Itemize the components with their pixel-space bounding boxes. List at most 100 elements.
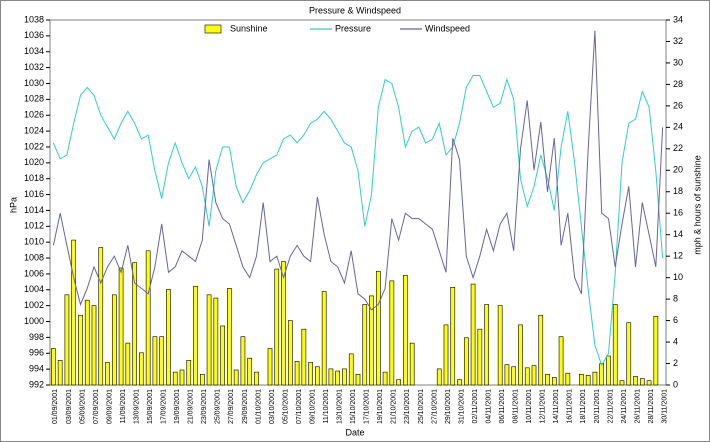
bar	[206, 294, 212, 386]
bar	[375, 270, 381, 386]
bar	[172, 371, 178, 386]
x-tick-label: 02/11/2001	[472, 389, 479, 424]
legend-label: Pressure	[335, 23, 371, 33]
bar	[653, 315, 659, 386]
bar	[78, 314, 83, 386]
x-axis-label: Date	[345, 427, 364, 437]
y-tick-label: 992	[29, 379, 44, 389]
y2-tick-label: 14	[673, 229, 683, 239]
y2-tick-label: 32	[673, 36, 683, 46]
x-tick-label: 03/09/2001	[66, 389, 73, 424]
bar	[457, 379, 462, 386]
bar	[105, 362, 110, 386]
bar	[518, 324, 523, 386]
x-tick-label: 10/11/2001	[526, 389, 533, 424]
legend-swatch	[204, 24, 222, 34]
y-tick-label: 1038	[24, 14, 44, 24]
y-tick-label: 1008	[24, 252, 44, 262]
y-tick-label: 1022	[24, 141, 44, 151]
chart-title: Pressure & Windspeed	[309, 5, 401, 15]
line	[52, 30, 664, 311]
bar	[227, 288, 232, 386]
bar	[626, 322, 632, 386]
x-tick-label: 18/11/2001	[580, 389, 587, 424]
bar	[511, 366, 517, 386]
bar	[389, 280, 395, 386]
bar	[145, 250, 151, 386]
x-tick-label: 25/09/2001	[215, 389, 222, 424]
bar	[51, 348, 56, 386]
bar	[193, 285, 198, 386]
x-tick-label: 06/11/2001	[499, 389, 506, 424]
y-tick-label: 1014	[24, 205, 44, 215]
x-tick-label: 13/10/2001	[337, 389, 344, 424]
x-tick-label: 19/09/2001	[174, 389, 181, 424]
bar	[538, 314, 544, 386]
x-tick-label: 20/11/2001	[594, 389, 601, 424]
bar	[403, 275, 408, 386]
y2-tick-label: 26	[673, 100, 683, 110]
x-tick-label: 23/10/2001	[404, 389, 411, 424]
bar	[254, 371, 259, 386]
y2-tick-label: 2	[673, 358, 678, 368]
y2-tick-label: 10	[673, 272, 683, 282]
x-tick-label: 04/11/2001	[485, 389, 492, 424]
bar	[470, 283, 476, 386]
bar	[342, 368, 347, 386]
bar	[565, 372, 571, 386]
y2-tick-label: 8	[673, 293, 678, 303]
bar	[267, 348, 273, 386]
y-tick-label: 1010	[24, 237, 44, 247]
y-tick-label: 1012	[24, 221, 44, 231]
bar	[71, 239, 77, 386]
bar	[579, 373, 584, 386]
bar	[186, 360, 192, 386]
bar	[409, 342, 415, 386]
x-tick-label: 22/11/2001	[607, 389, 614, 424]
y-tick-label: 1036	[24, 30, 44, 40]
x-tick-label: 29/09/2001	[242, 389, 249, 424]
x-tick-label: 19/10/2001	[377, 389, 384, 424]
x-tick-label: 16/11/2001	[567, 389, 574, 424]
y2-tick-label: 24	[673, 122, 683, 132]
bar	[355, 373, 361, 386]
bar	[463, 337, 469, 386]
x-tick-label: 07/09/2001	[93, 389, 100, 424]
y2-tick-label: 4	[673, 336, 678, 346]
x-tick-label: 05/09/2001	[79, 389, 86, 424]
bar	[315, 366, 320, 386]
bar	[57, 360, 63, 386]
bar	[335, 370, 341, 386]
bar	[585, 375, 591, 386]
x-tick-label: 08/11/2001	[513, 389, 520, 424]
y2-axis-label: mph & hours of sunshine	[692, 155, 702, 255]
x-tick-label: 14/11/2001	[553, 389, 560, 424]
bar	[132, 262, 137, 386]
bar	[166, 289, 171, 386]
x-tick-label: 17/09/2001	[161, 389, 168, 424]
bar	[84, 299, 90, 386]
bar	[118, 267, 124, 386]
y-axis-label: hPa	[8, 197, 18, 213]
y-tick-label: 996	[29, 348, 44, 358]
x-tick-label: 03/10/2001	[269, 389, 276, 424]
y-tick-label: 1026	[24, 110, 44, 120]
bar	[287, 320, 293, 386]
bar	[646, 380, 652, 386]
y-tick-label: 1034	[24, 46, 44, 56]
line	[52, 75, 664, 367]
bar	[91, 305, 97, 386]
y2-tick-label: 22	[673, 143, 683, 153]
y2-tick-label: 12	[673, 251, 683, 261]
bar	[558, 336, 564, 386]
x-tick-label: 11/09/2001	[120, 389, 127, 424]
x-tick-label: 30/11/2001	[661, 389, 668, 424]
bar	[504, 364, 510, 386]
bar	[274, 268, 280, 386]
bar	[321, 291, 327, 386]
bar	[531, 365, 537, 386]
y-tick-label: 1028	[24, 94, 44, 104]
x-tick-label: 09/09/2001	[106, 389, 113, 424]
y2-tick-label: 16	[673, 208, 683, 218]
